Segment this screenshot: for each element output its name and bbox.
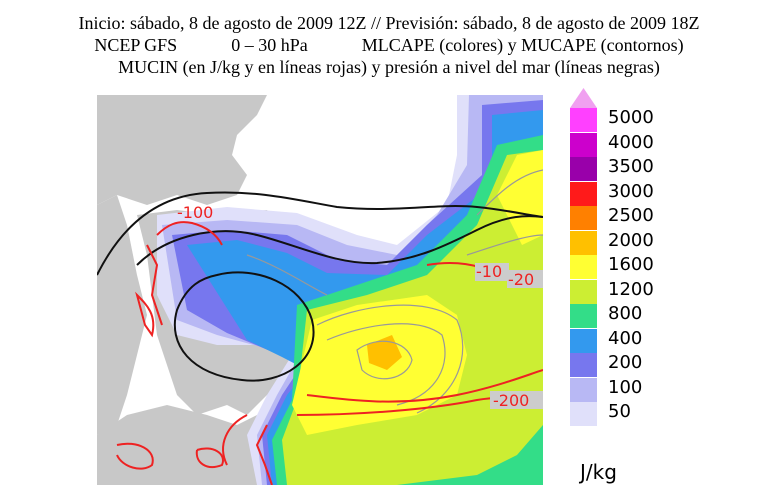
legend-swatch [570, 402, 597, 426]
legend-label: 3000 [608, 180, 654, 202]
legend-label: 100 [608, 376, 643, 398]
legend-swatch [570, 108, 597, 132]
legend-label: 50 [608, 401, 631, 422]
legend-label: 4000 [608, 131, 654, 153]
land-africa [97, 405, 287, 485]
legend-swatch [570, 206, 597, 230]
legend-label: 2500 [608, 205, 654, 226]
mucape-contours [246, 169, 543, 414]
legend-swatch [570, 255, 597, 279]
legend-item: 2000 [570, 229, 710, 255]
legend-item: 100 [570, 376, 710, 402]
cin-label-20: -20 [508, 270, 534, 289]
isobar-west [97, 191, 543, 276]
legend-item: 3500 [570, 156, 710, 181]
legend-item: 50 [570, 401, 710, 426]
cape-2000 [367, 335, 402, 370]
legend-label: 3500 [608, 156, 654, 177]
legend-swatch [570, 157, 597, 181]
cin-label-200: -200 [493, 391, 529, 410]
legend-swatch [570, 181, 597, 206]
legend-label: 1200 [608, 278, 654, 300]
legend-swatch [570, 328, 597, 353]
legend-item: 200 [570, 352, 710, 377]
legend-item: 1200 [570, 278, 710, 304]
legend-label: 800 [608, 303, 643, 324]
legend-arrow [570, 88, 597, 108]
legend-swatch [570, 279, 597, 304]
cin-label-100: -100 [177, 203, 213, 222]
legend-swatch [570, 353, 597, 377]
header-line-3: MUCIN (en J/kg y en líneas rojas) y pres… [118, 57, 660, 77]
legend-label: 5000 [608, 107, 654, 128]
legend-label: 2000 [608, 229, 654, 251]
legend-item: 4000 [570, 131, 710, 157]
legend-item: 400 [570, 327, 710, 353]
legend-label: 400 [608, 327, 643, 349]
land-france [97, 95, 267, 205]
legend-arrow-shape [570, 88, 597, 108]
legend-swatch [570, 230, 597, 255]
legend-item: 1600 [570, 254, 710, 279]
legend-swatch [570, 304, 597, 328]
legend-unit: J/kg [580, 460, 617, 484]
legend-label: 1600 [608, 254, 654, 275]
forecast-map: -100 -10 -20 -200 [97, 95, 543, 485]
legend-swatch [570, 377, 597, 402]
cape-legend: 5000 4000 3500 3000 2500 2000 1600 1200 800 400 20… [570, 88, 710, 426]
header: Inicio: sábado, 8 de agosto de 2009 12Z … [0, 12, 778, 78]
cin-label-bg-200 [490, 391, 543, 409]
legend-item: 2500 [570, 205, 710, 230]
cin-label-10: -10 [476, 262, 502, 281]
legend-label: 200 [608, 352, 643, 373]
header-line-2: NCEP GFS 0 – 30 hPa MLCAPE (colores) y M… [94, 35, 684, 55]
legend-item: 3000 [570, 180, 710, 206]
land-north-africa-west [97, 195, 147, 435]
legend-item: 800 [570, 303, 710, 328]
isobar-low [173, 271, 315, 382]
cin-label-bg-10 [475, 263, 509, 281]
header-line-1: Inicio: sábado, 8 de agosto de 2009 12Z … [78, 13, 700, 33]
cin-label-bg-20 [507, 270, 543, 288]
legend-swatch [570, 132, 597, 157]
legend-item: 5000 [570, 107, 710, 132]
